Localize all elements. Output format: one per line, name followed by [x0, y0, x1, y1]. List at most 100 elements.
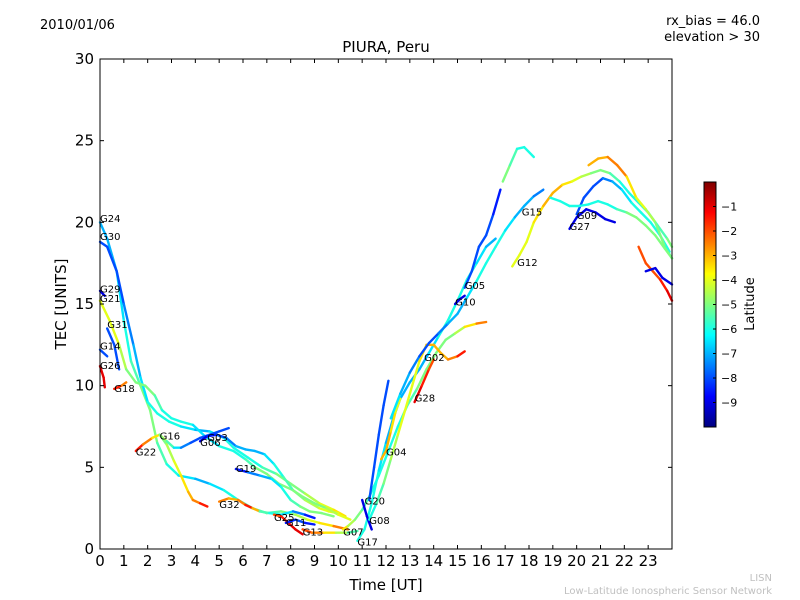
series-segment — [389, 433, 400, 461]
series-layer — [98, 145, 674, 542]
series-segment — [258, 474, 273, 480]
series-segment — [463, 322, 478, 329]
series-g20 — [361, 498, 373, 531]
series-segment — [122, 319, 133, 363]
series-segment — [456, 296, 469, 315]
series-segment — [244, 448, 257, 453]
series-segment — [654, 234, 666, 250]
series-segment — [299, 505, 311, 513]
series-segment — [523, 145, 535, 159]
series-segment — [639, 211, 652, 224]
series-segment — [663, 247, 674, 260]
series-segment — [568, 216, 578, 231]
series-segment — [484, 245, 497, 265]
series-segment — [635, 216, 647, 227]
series-segment — [368, 502, 378, 521]
series-segment — [306, 518, 321, 525]
series-segment — [258, 510, 271, 515]
series-segment — [194, 477, 211, 485]
series-segment — [644, 224, 657, 237]
satellite-label: G03 — [207, 433, 227, 444]
colorbar-tick-label: −4 — [721, 274, 737, 287]
series-segment — [625, 211, 638, 219]
series-segment — [446, 355, 459, 361]
series-segment — [618, 180, 631, 195]
y-axis-label: TEC [UNITS] — [52, 259, 70, 351]
series-segment — [134, 381, 147, 387]
series-segment — [165, 462, 180, 477]
series-segment — [222, 489, 240, 502]
rx-bias-label: rx_bias = 46.0 — [666, 14, 760, 29]
series-segment — [616, 208, 628, 214]
series-segment — [475, 262, 488, 283]
series-segment — [98, 240, 109, 249]
series-segment — [475, 245, 488, 265]
satellite-label: G07 — [343, 528, 363, 539]
series-segment — [253, 449, 266, 456]
series-segment — [217, 426, 230, 433]
series-segment — [303, 492, 321, 505]
series-segment — [105, 327, 116, 346]
series-segment — [141, 436, 154, 446]
series-g21b — [644, 266, 674, 286]
series-segment — [418, 342, 431, 358]
x-tick-label: 18 — [519, 552, 538, 570]
series-segment — [484, 212, 495, 237]
series-segment — [263, 453, 276, 466]
satellite-label: G12 — [517, 258, 537, 269]
series-segment — [325, 507, 340, 516]
series-segment — [456, 350, 466, 358]
y-tick-label: 15 — [75, 295, 94, 313]
series-segment — [365, 515, 373, 531]
series-segment — [132, 343, 142, 379]
x-axis-ticks: 0 1 2 3 4 5 6 7 8 9 10 11 12 13 14 15 16 17 18 19 20 21 22 23 — [95, 59, 658, 570]
series-segment — [291, 510, 307, 516]
series-segment — [318, 502, 335, 511]
series-segment — [439, 351, 450, 361]
series-segment — [608, 172, 621, 183]
series-segment — [465, 279, 478, 299]
series-g06 — [198, 433, 352, 521]
series-segment — [160, 409, 173, 420]
series-segment — [580, 172, 593, 178]
series-segment — [532, 188, 545, 198]
series-segment — [332, 508, 347, 518]
satellite-label: G11 — [286, 518, 306, 529]
series-segment — [206, 433, 219, 438]
satellite-label: G17 — [357, 538, 377, 549]
series-segment — [396, 409, 407, 436]
series-segment — [179, 425, 197, 431]
satellite-label: G25 — [274, 513, 294, 524]
series-segment — [654, 221, 666, 249]
colorbar-tick-label: −8 — [721, 372, 737, 385]
satellite-label: G20 — [365, 497, 385, 508]
series-g04 — [380, 397, 402, 461]
series-segment — [189, 436, 202, 444]
satellite-label: G02 — [424, 353, 444, 364]
series-segment — [313, 502, 328, 510]
series-segment — [377, 449, 390, 477]
series-segment — [592, 176, 605, 188]
series-segment — [203, 435, 221, 448]
satellite-label: G10 — [455, 297, 475, 308]
series-g27 — [568, 208, 616, 231]
series-segment — [518, 240, 528, 257]
series-segment — [155, 441, 168, 466]
series-segment — [98, 348, 109, 358]
series-segment — [303, 521, 316, 526]
series-segment — [217, 497, 230, 503]
series-g16 — [158, 433, 209, 508]
series-segment — [98, 221, 109, 240]
satellite-label: G22 — [136, 448, 156, 459]
series-segment — [575, 208, 588, 219]
series-segment — [279, 485, 292, 502]
series-segment — [432, 343, 442, 355]
series-segment — [244, 458, 257, 469]
series-segment — [561, 180, 574, 187]
series-segment — [232, 449, 247, 461]
series-g11 — [284, 518, 316, 526]
series-segment — [511, 253, 521, 268]
series-segment — [294, 528, 304, 536]
series-segment — [611, 180, 624, 191]
